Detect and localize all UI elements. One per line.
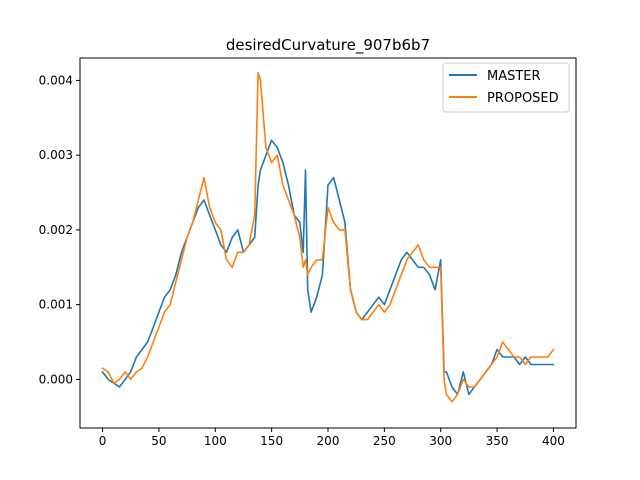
x-tick-label: 200 bbox=[317, 434, 340, 448]
x-tick-label: 50 bbox=[151, 434, 166, 448]
series-line-proposed bbox=[101, 72, 555, 403]
plot-frame bbox=[79, 57, 577, 429]
series-layer bbox=[101, 72, 555, 403]
x-tick-label: 250 bbox=[373, 434, 396, 448]
x-tick-label: 300 bbox=[429, 434, 452, 448]
legend-label-master: MASTER bbox=[487, 69, 541, 84]
y-tick-label: 0.001 bbox=[39, 298, 73, 312]
y-tick-label: 0.004 bbox=[39, 73, 73, 87]
x-tick-label: 150 bbox=[260, 434, 283, 448]
x-axis: 0 50 100 150 200 250 300 350 400 bbox=[99, 428, 565, 448]
plot-background bbox=[80, 58, 576, 428]
plot-area: 0 50 100 150 200 250 300 350 400 0.000 0.001 0.002… bbox=[39, 57, 577, 448]
y-tick-label: 0.003 bbox=[39, 148, 73, 162]
chart-title: desiredCurvature_907b6b7 bbox=[226, 36, 430, 55]
legend: MASTER PROPOSED bbox=[442, 62, 570, 113]
x-tick-label: 400 bbox=[542, 434, 565, 448]
y-tick-label: 0.000 bbox=[39, 372, 73, 386]
x-tick-label: 0 bbox=[99, 434, 107, 448]
y-tick-label: 0.002 bbox=[39, 223, 73, 237]
x-tick-label: 100 bbox=[204, 434, 227, 448]
x-tick-label: 350 bbox=[486, 434, 509, 448]
legend-label-proposed: PROPOSED bbox=[487, 91, 559, 106]
y-axis: 0.000 0.001 0.002 0.003 0.004 bbox=[39, 73, 80, 386]
